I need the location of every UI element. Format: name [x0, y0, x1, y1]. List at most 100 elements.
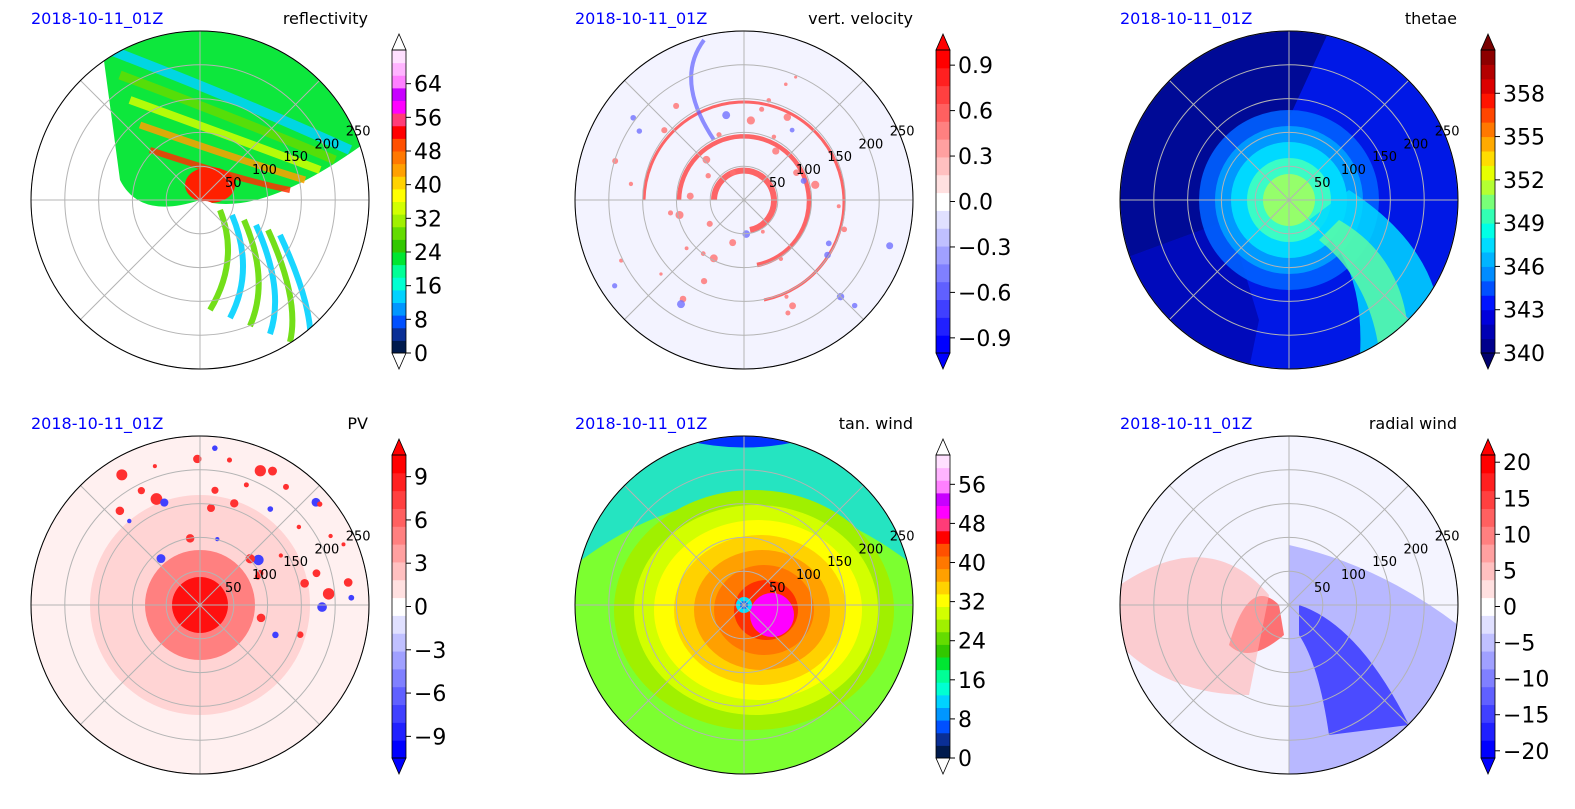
colorbar-segment — [1481, 165, 1495, 181]
colorbar-extend-high — [1480, 33, 1496, 51]
colorbar-segment — [936, 492, 950, 506]
colorbar-segment — [392, 188, 406, 202]
grid-spoke — [199, 604, 320, 725]
grid-spoke — [624, 485, 745, 606]
colorbar-segment — [1481, 508, 1495, 527]
colorbar-segment — [936, 631, 950, 645]
colorbar-segment — [936, 619, 950, 633]
colorbar-segment — [936, 682, 950, 696]
colorbar-tick-label: −0.6 — [958, 281, 1011, 306]
colorbar-tick-label: 0.0 — [958, 191, 993, 216]
colorbar-segment — [936, 518, 950, 532]
colorbar-segment — [1481, 490, 1495, 509]
colorbar-tick-label: 10 — [1503, 523, 1531, 548]
colorbar-tick-label: 15 — [1503, 487, 1531, 512]
colorbar-tick-label: −6 — [414, 682, 446, 707]
colorbar-segment — [1481, 252, 1495, 267]
colorbar-segment — [1481, 651, 1495, 670]
colorbar-segment — [392, 252, 406, 266]
colorbar-tick-label: −9 — [414, 725, 446, 750]
colorbar-tick-label: 8 — [958, 708, 972, 733]
ring-label-50: 50 — [225, 176, 242, 191]
colorbar-segment — [1481, 194, 1495, 210]
colorbar-tick-label: 6 — [414, 509, 428, 534]
ring-label-200: 200 — [314, 542, 339, 557]
colorbar-segment — [936, 732, 950, 746]
colorbar-tick-label: 352 — [1503, 169, 1545, 194]
colorbar-segment — [392, 633, 406, 652]
grid-spoke — [80, 604, 201, 725]
colorbar-tick-label: −5 — [1503, 632, 1535, 657]
colorbar-frame — [1480, 49, 1496, 354]
colorbar-extend-high — [935, 33, 951, 51]
colorbar-segment — [936, 50, 950, 69]
colorbar-segment — [936, 192, 950, 211]
colorbar-segment — [392, 176, 406, 190]
colorbar-segment — [392, 226, 406, 240]
colorbar-segment — [936, 121, 950, 140]
colorbar-tick-label: −10 — [1503, 668, 1549, 693]
polar-map: 50 100 150 200 250 — [1119, 435, 1460, 775]
colorbar-frame — [935, 454, 951, 759]
ring-label-50: 50 — [1314, 176, 1331, 191]
colorbar-tick-label: −15 — [1503, 704, 1549, 729]
colorbar-segment — [1481, 136, 1495, 152]
grid-spoke — [199, 199, 320, 320]
colorbar-tick-label: −0.9 — [958, 327, 1011, 352]
colorbar-segment — [936, 543, 950, 557]
colorbar-segment — [392, 151, 406, 165]
grid-spoke — [199, 80, 320, 201]
ring-label-100: 100 — [1341, 568, 1366, 583]
colorbar-tick-label: 0 — [414, 342, 428, 367]
colorbar-segment — [1481, 237, 1495, 253]
colorbar-segment — [392, 138, 406, 152]
colorbar-segment — [936, 657, 950, 671]
ring-label-150: 150 — [1372, 150, 1397, 165]
grid-spoke — [80, 485, 201, 606]
colorbar-segment — [1481, 78, 1495, 94]
colorbar-segment — [1481, 544, 1495, 563]
grid-spoke — [1288, 80, 1409, 201]
colorbar-extend-high — [391, 438, 407, 456]
colorbar-segment — [936, 67, 950, 87]
colorbar-extend-low — [1480, 352, 1496, 370]
colorbar-segment — [392, 113, 406, 127]
colorbar-extend-low — [935, 352, 951, 370]
colorbar-tick-label: 64 — [414, 73, 442, 98]
ring-label-100: 100 — [252, 568, 277, 583]
grid-spoke — [1169, 199, 1290, 320]
grid-spoke — [80, 80, 201, 201]
colorbar-extend-low — [391, 757, 407, 775]
colorbar-segment — [936, 299, 950, 318]
grid-spoke — [1169, 80, 1290, 201]
panel-tan-wind: 2018-10-11_01Z tan. wind 50 100 150 200 250 0 8 1… — [574, 414, 986, 775]
polar-map: 50 100 150 200 250 — [1119, 30, 1460, 370]
colorbar-extend-high — [391, 33, 407, 51]
ring-label-250: 250 — [890, 124, 915, 139]
ring-label-200: 200 — [1403, 542, 1428, 557]
colorbar-tick-label: 358 — [1503, 82, 1545, 107]
polar-map: 50 100 150 200 250 — [30, 435, 371, 775]
ring-label-200: 200 — [858, 137, 883, 152]
colorbar-tick-label: 355 — [1503, 126, 1545, 151]
colorbar-segment — [392, 201, 406, 215]
grid-spoke — [743, 604, 864, 725]
colorbar-tick-label: 343 — [1503, 299, 1545, 324]
colorbar-segment — [392, 62, 406, 76]
colorbar-segment — [392, 722, 406, 741]
colorbar-segment — [392, 579, 406, 599]
ring-label-150: 150 — [283, 555, 308, 570]
colorbar-segment — [1481, 615, 1495, 634]
colorbar-tick-label: 40 — [958, 552, 986, 577]
polar-outline — [574, 30, 914, 370]
colorbar-segment — [1481, 64, 1495, 80]
polar-map: 50 100 150 200 250 — [574, 435, 915, 775]
colorbar-tick-label: 349 — [1503, 212, 1545, 237]
grid-spoke — [624, 199, 745, 320]
panel-title: tan. wind — [839, 414, 913, 433]
panel-vert-velocity: 2018-10-11_01Z vert. velocity 50 100 150 200 2… — [574, 9, 1011, 370]
colorbar: −20 −15 −10 −5 0 5 10 15 20 — [1480, 438, 1549, 775]
colorbar-segment — [1481, 266, 1495, 282]
panel-pv: 2018-10-11_01Z PV 50 100 150 200 250 −9 −6 −3 0 3 6 9 — [30, 414, 446, 775]
colorbar-tick-label: 0.3 — [958, 145, 993, 170]
